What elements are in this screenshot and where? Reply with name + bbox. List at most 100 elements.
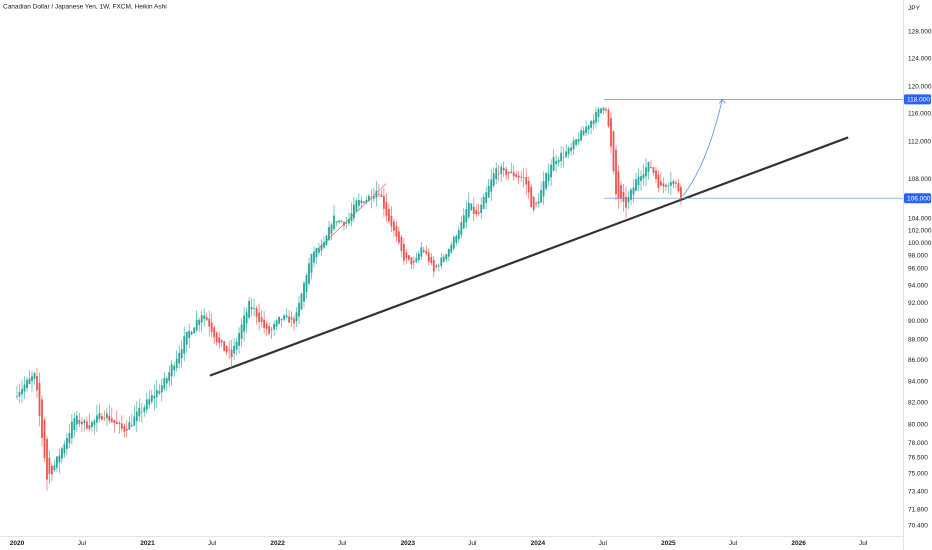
candle	[51, 462, 53, 482]
candle	[510, 162, 513, 174]
candle	[96, 404, 98, 432]
candle	[452, 235, 455, 251]
candles	[16, 106, 682, 491]
candle	[440, 253, 443, 269]
candle	[103, 410, 106, 422]
candle	[560, 145, 562, 168]
candle	[68, 423, 71, 449]
candle	[445, 253, 448, 263]
candle	[527, 176, 530, 200]
candle	[298, 296, 300, 324]
candle	[657, 170, 660, 193]
candle	[447, 248, 450, 262]
candle	[313, 246, 315, 268]
candle	[255, 305, 258, 325]
candle	[293, 315, 295, 331]
candle	[590, 120, 592, 135]
candle	[555, 154, 557, 172]
price-tick-label: 86.000	[908, 357, 928, 364]
candle	[160, 378, 163, 402]
candle	[620, 180, 622, 203]
candle	[43, 417, 46, 462]
candle	[385, 193, 388, 223]
candle	[238, 327, 240, 354]
candle	[562, 147, 565, 168]
time-tick-label: Jul	[468, 540, 477, 547]
price-tick-label: 108.000	[908, 176, 932, 183]
candle	[263, 310, 265, 334]
candle	[500, 163, 503, 182]
candle	[213, 325, 216, 345]
candle	[470, 203, 473, 212]
candle	[487, 178, 490, 198]
candle	[647, 161, 650, 180]
candle	[210, 313, 213, 338]
candle	[403, 238, 405, 266]
candle	[605, 107, 607, 114]
support-trendline[interactable]	[209, 136, 849, 377]
candle	[165, 376, 168, 392]
candle	[595, 106, 597, 128]
chart-title: Canadian Dollar / Japanese Yen, 1W, FXCM…	[3, 4, 167, 11]
candle	[275, 319, 278, 330]
candle	[303, 280, 305, 308]
candle	[582, 126, 585, 136]
candle	[101, 413, 103, 421]
candle	[520, 170, 523, 182]
candle	[415, 252, 418, 264]
candle	[125, 420, 128, 438]
candle	[430, 253, 433, 266]
candle	[612, 130, 615, 175]
candle	[215, 331, 218, 346]
candle	[675, 179, 677, 189]
candle	[640, 170, 642, 191]
price-tick-label: 92.000	[908, 300, 928, 307]
candle	[462, 207, 465, 230]
price-tags: 118.000 106.000	[904, 94, 931, 204]
candle	[278, 316, 280, 325]
candle	[420, 242, 423, 261]
candle	[455, 234, 458, 246]
candle	[183, 327, 186, 362]
candle	[81, 417, 83, 433]
candle	[412, 256, 415, 269]
candle	[155, 379, 158, 409]
candle	[457, 226, 460, 244]
candle	[120, 415, 123, 432]
projection-curve[interactable]	[682, 99, 723, 197]
candle	[328, 220, 330, 241]
candle	[522, 167, 525, 188]
candle	[565, 144, 567, 159]
candle	[380, 190, 383, 198]
candle	[18, 383, 21, 403]
time-tick-label: Jul	[338, 540, 347, 547]
price-tick-label: 90.000	[908, 318, 928, 325]
candle	[442, 254, 445, 263]
candle	[198, 317, 201, 332]
candle	[630, 187, 632, 205]
candle	[570, 143, 572, 156]
price-tick-label: 71.800	[908, 506, 928, 513]
candle	[48, 450, 51, 485]
time-axis[interactable]: 2020 Jul 2021 Jul 2022 Jul 2023 Jul 2024 Jul 2025 J…	[10, 540, 868, 547]
candle	[333, 205, 335, 231]
candle	[36, 367, 38, 398]
candle	[353, 196, 355, 223]
candle	[38, 372, 41, 427]
drawings	[604, 98, 903, 199]
candle	[642, 164, 645, 186]
candle	[610, 112, 612, 154]
candle	[253, 298, 255, 316]
candle	[607, 107, 610, 129]
candle	[572, 137, 575, 155]
time-tick-label: 2022	[270, 540, 285, 547]
candle	[637, 168, 640, 192]
candle	[310, 253, 313, 280]
candle	[432, 256, 435, 278]
price-tick-label: 70.400	[908, 522, 928, 529]
candle	[388, 204, 390, 223]
candle	[617, 165, 620, 209]
candle	[655, 167, 657, 184]
candle	[425, 245, 428, 256]
